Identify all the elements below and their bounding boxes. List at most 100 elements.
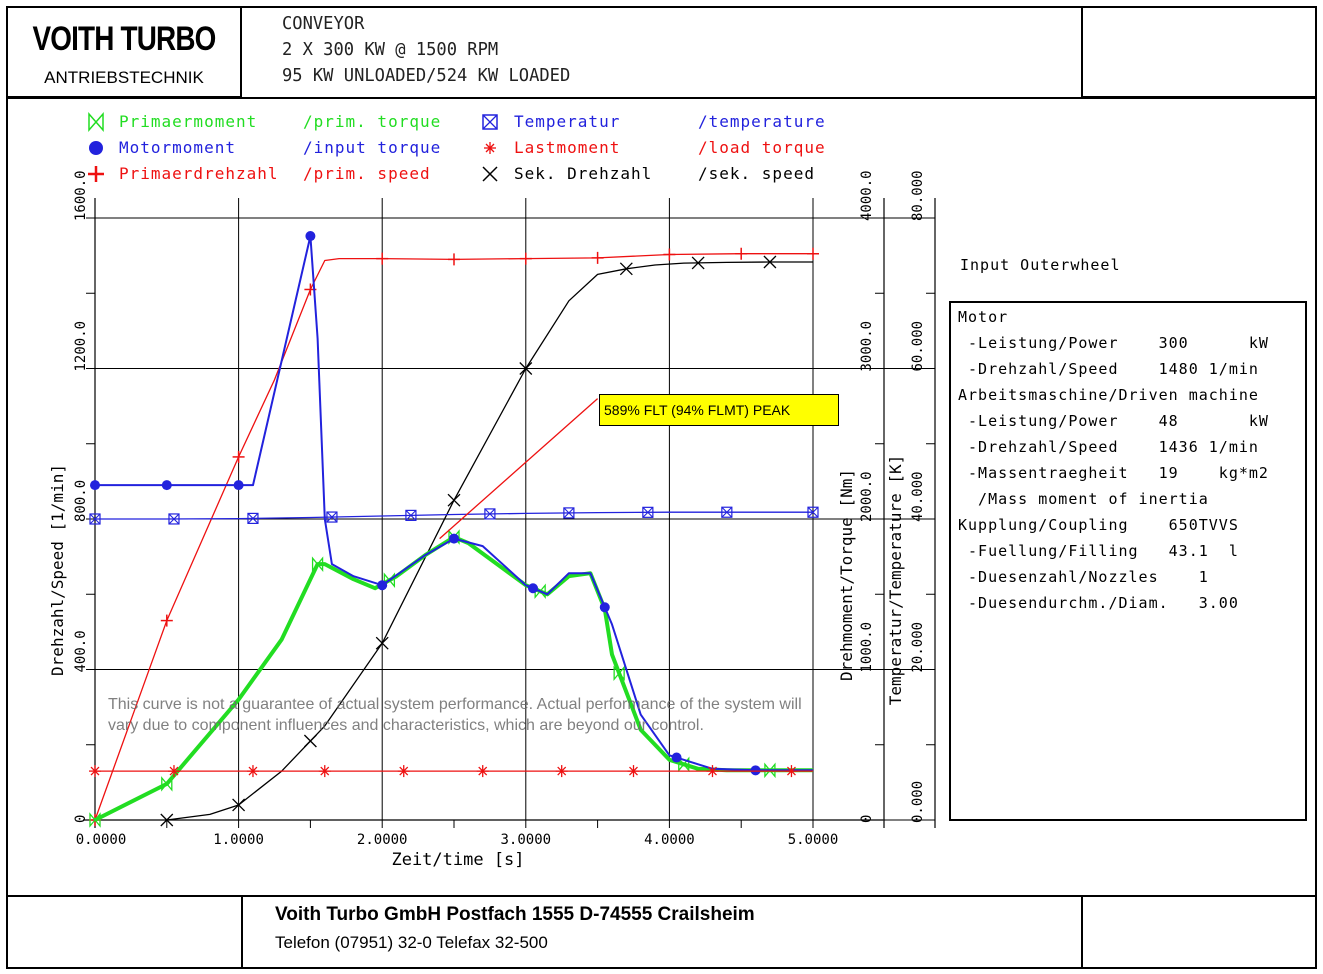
logo-block: VOITH TURBO ANTRIEBSTECHNIK: [6, 6, 242, 98]
torque-tick-label: 2000.0: [859, 471, 875, 522]
series-marker-plus: [376, 252, 389, 265]
series-marker-plus: [663, 248, 676, 261]
footer-left-divider: [241, 895, 243, 969]
series-marker-star: [627, 765, 640, 778]
series-marker-xbox: [563, 507, 575, 519]
series-marker-x: [619, 262, 633, 276]
legend-item: Primaermoment/prim. torque: [88, 112, 441, 132]
speed-tick-label: 0: [73, 815, 89, 823]
temp-axis-label: Temperatur/Temperature [K]: [886, 455, 905, 705]
series-marker-plus: [591, 251, 604, 264]
series-marker-bowtie: [613, 665, 625, 682]
legend-label-en: /prim. speed: [303, 164, 431, 183]
torque-tick-label: 0: [859, 815, 875, 823]
speed-tick-label: 1600.0: [73, 170, 89, 221]
title-line-2: 2 X 300 KW @ 1500 RPM: [282, 39, 499, 60]
legend-label-de: Primaermoment: [119, 112, 257, 131]
legend-label-en: /load torque: [698, 138, 826, 157]
time-tick-label: 0.0000: [76, 832, 127, 848]
series-marker-star: [785, 765, 798, 778]
series-marker-star: [706, 765, 719, 778]
temp-tick-label: 20.000: [910, 622, 926, 673]
spec-row: -Massentraegheit 19 kg*m2: [958, 464, 1269, 482]
torque-tick-label: 1000.0: [859, 622, 875, 673]
series-marker-dot: [527, 583, 538, 594]
series-marker-dot: [671, 752, 682, 763]
spec-row: -Leistung/Power 48 kW: [958, 412, 1269, 430]
time-tick-label: 1.0000: [213, 832, 264, 848]
page-frame: [6, 6, 1317, 969]
legend-item: Temperatur/temperature: [482, 112, 826, 131]
series-marker-star: [167, 765, 180, 778]
series-marker-xbox: [721, 506, 733, 518]
legend-item: Sek. Drehzahl/sek. speed: [482, 164, 814, 183]
torque-tick-label: 4000.0: [859, 170, 875, 221]
series-marker-bowtie: [89, 812, 101, 828]
temp-tick-label: 0.000: [910, 781, 926, 823]
legend-label-de: Temperatur: [514, 112, 620, 131]
series-marker-plus: [448, 253, 460, 266]
spec-row: Arbeitsmaschine/Driven machine: [958, 386, 1259, 404]
series-marker-plus: [519, 252, 532, 265]
series-marker-bowtie: [678, 756, 690, 773]
series-marker-plus: [160, 614, 173, 627]
series-marker-dot: [449, 533, 459, 544]
time-tick-label: 3.0000: [501, 832, 552, 848]
torque-axis-label: Drehmoment/Torque [Nm]: [837, 469, 856, 681]
legend-label-en: /input torque: [303, 138, 441, 157]
series-marker-bowtie: [161, 776, 173, 792]
spec-row: -Drehzahl/Speed 1436 1/min: [958, 438, 1259, 456]
speed-tick-label: 1200.0: [73, 321, 89, 372]
spec-row: /Mass moment of inertia: [958, 490, 1209, 508]
footer-contact: Telefon (07951) 32-0 Telefax 32-500: [275, 933, 548, 952]
spec-row: Motor: [958, 308, 1009, 326]
series-marker-star: [246, 765, 259, 778]
series-marker-x: [691, 256, 705, 270]
legend-item: Primaerdrehzahl/prim. speed: [88, 164, 431, 183]
document-title: CONVEYOR 2 X 300 KW @ 1500 RPM 95 KW UNL…: [282, 11, 570, 89]
legend-label-en: /temperature: [698, 112, 826, 131]
time-axis-label: Zeit/time [s]: [391, 850, 524, 870]
torque-tick-label: 3000.0: [859, 321, 875, 372]
series-marker-dot: [305, 231, 316, 242]
series-line-0: [94, 253, 813, 821]
spec-row: -Leistung/Power 300 kW: [958, 334, 1269, 352]
series-marker-x: [519, 362, 533, 375]
series-line-1: [166, 261, 813, 821]
series-marker-star: [555, 765, 568, 778]
speed-tick-label: 400.0: [73, 630, 89, 672]
series-marker-bowtie: [764, 762, 776, 779]
logo-subtitle: ANTRIEBSTECHNIK: [44, 68, 204, 87]
info-title: Input Outerwheel: [960, 256, 1121, 274]
series-marker-xbox: [484, 508, 496, 520]
series-marker-dot: [599, 602, 610, 613]
series-marker-star: [476, 765, 489, 778]
chart-axes: 0 400.0 800.0 1200.0 1600.0 Drehzahl/Speed [1…: [48, 170, 936, 870]
legend-label-de: Lastmoment: [514, 138, 620, 157]
series-marker-dot: [161, 480, 172, 491]
logo-text: VOITH TURBO: [32, 20, 216, 58]
spec-row: Kupplung/Coupling 650TVVS: [958, 516, 1239, 534]
temp-tick-label: 40.000: [910, 471, 926, 522]
series-marker-x: [303, 734, 317, 748]
legend-label-de: Motormoment: [119, 138, 236, 157]
dot-icon: [89, 141, 103, 155]
time-tick-label: 5.0000: [788, 832, 839, 848]
spec-row: -Drehzahl/Speed 1480 1/min: [958, 360, 1259, 378]
series-marker-dot: [377, 580, 388, 591]
legend-item: Lastmoment/load torque: [484, 138, 826, 157]
series-marker-xbox: [642, 506, 654, 518]
chart-series: [89, 231, 819, 828]
series-line-6: [439, 398, 599, 540]
series-marker-star: [318, 765, 331, 778]
series-marker-star: [484, 142, 496, 154]
speed-tick-label: 800.0: [73, 480, 89, 522]
series-marker-star: [89, 765, 101, 778]
series-marker-x: [447, 493, 461, 507]
series-marker-dot: [750, 765, 761, 776]
series-marker-plus: [232, 450, 245, 463]
legend-label-en: /prim. torque: [303, 112, 441, 131]
spec-row: -Fuellung/Filling 43.1 l: [958, 542, 1239, 560]
series-marker-xbox: [89, 513, 101, 525]
chart-legend: Primaermoment/prim. torque Motormoment/in…: [88, 112, 826, 183]
